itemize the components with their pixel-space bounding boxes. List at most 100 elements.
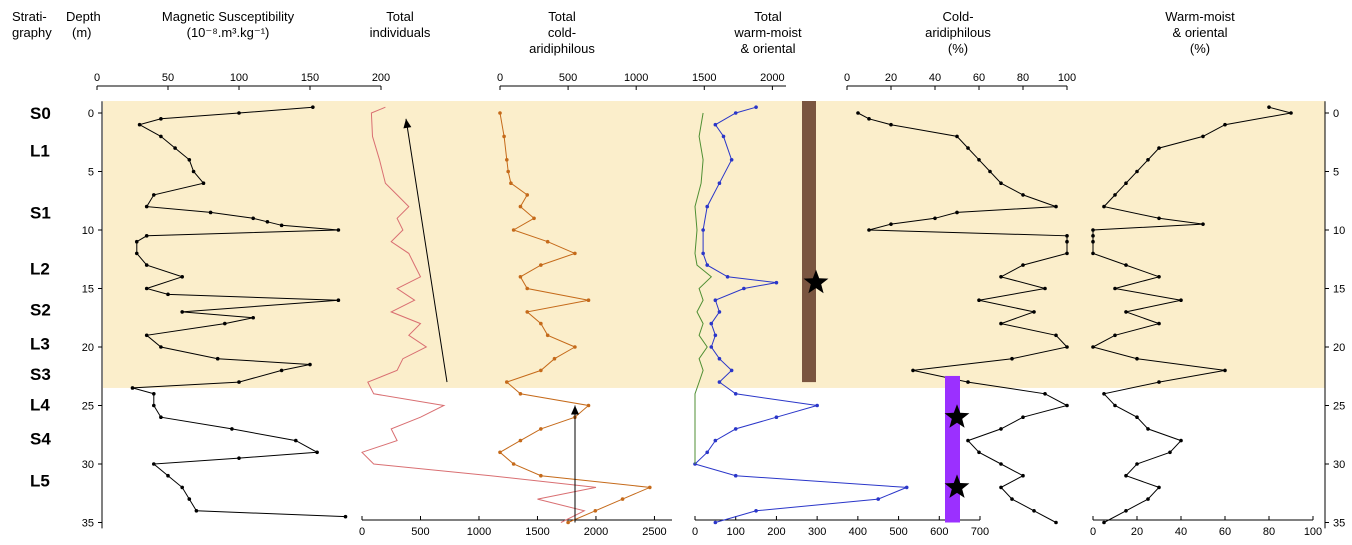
- warmpct-header-line3: (%): [1190, 41, 1210, 56]
- data-point: [308, 362, 312, 367]
- data-point: [977, 158, 981, 162]
- data-point: [1032, 310, 1036, 314]
- star-marker: [944, 404, 970, 428]
- data-point: [159, 134, 163, 139]
- data-point: [294, 438, 298, 443]
- warm-tick-label: 600: [930, 526, 948, 538]
- data-point: [733, 473, 738, 478]
- total-tick-label: 500: [411, 526, 429, 538]
- data-point: [705, 450, 710, 455]
- data-point: [166, 292, 170, 297]
- warmpct-header-line2: & oriental: [1173, 25, 1228, 40]
- series-layer: [130, 105, 1293, 525]
- data-point: [539, 321, 543, 326]
- strat-label-l5: L5: [30, 471, 50, 490]
- data-point: [144, 263, 149, 267]
- depth-tick-label: 15: [1333, 284, 1345, 296]
- depth-tick-label: 5: [88, 167, 94, 179]
- data-point: [713, 520, 718, 525]
- data-point: [144, 286, 149, 291]
- data-point: [999, 427, 1003, 431]
- data-point: [1179, 438, 1183, 443]
- data-point: [717, 356, 722, 361]
- data-point: [988, 169, 992, 174]
- cold-header-line1: Total: [548, 9, 576, 24]
- depth-tick-label: 25: [1333, 401, 1345, 413]
- data-point: [648, 485, 652, 490]
- marker-bar: [945, 375, 960, 523]
- data-point: [152, 193, 156, 197]
- coldpct-tick-label: 20: [885, 72, 897, 84]
- data-point: [336, 228, 341, 232]
- data-point: [701, 251, 705, 256]
- data-point: [999, 321, 1003, 326]
- data-point: [911, 368, 915, 373]
- depth-tick-label: 10: [1333, 225, 1345, 237]
- data-point: [999, 462, 1003, 466]
- data-point: [215, 356, 220, 361]
- total-tick-label: 2500: [642, 526, 666, 538]
- data-point: [1091, 239, 1095, 244]
- data-point: [506, 169, 510, 174]
- shaded-interval: [103, 101, 1325, 388]
- data-point: [502, 134, 506, 139]
- warm-tick-label: 100: [727, 526, 745, 538]
- data-point: [230, 427, 234, 431]
- warm-header-line3: & oriental: [741, 41, 796, 56]
- data-point: [1179, 298, 1183, 303]
- data-point: [1021, 473, 1025, 478]
- data-point: [525, 193, 530, 197]
- data-point: [1054, 204, 1058, 209]
- data-point: [966, 146, 970, 150]
- warmpct-tick-label: 40: [1175, 526, 1187, 538]
- data-point: [721, 134, 726, 139]
- coldpct-header-line1: Cold-: [942, 9, 973, 24]
- data-point: [191, 169, 196, 174]
- data-point: [815, 403, 819, 408]
- coldpct-tick-label: 100: [1058, 72, 1076, 84]
- data-point: [1010, 356, 1014, 361]
- data-point: [999, 181, 1003, 185]
- data-point: [904, 485, 909, 490]
- data-point: [1113, 193, 1117, 197]
- strat-label-l2: L2: [30, 260, 50, 279]
- warm-header-line1: Total: [754, 9, 782, 24]
- strat-label-s1: S1: [30, 203, 51, 222]
- trend-arrow-head: [403, 118, 412, 129]
- data-point: [539, 473, 543, 478]
- data-point: [955, 210, 959, 215]
- data-point: [709, 321, 714, 326]
- marker-layer: [403, 101, 970, 523]
- data-point: [701, 228, 705, 232]
- data-point: [1091, 345, 1095, 349]
- coldpct-tick-label: 80: [1017, 72, 1029, 84]
- total-header-line2: individuals: [370, 25, 431, 40]
- warm-tick-label: 700: [971, 526, 989, 538]
- data-point: [505, 380, 509, 384]
- data-point: [867, 228, 871, 232]
- data-point: [539, 263, 543, 267]
- depth-tick-label: 35: [1333, 518, 1345, 530]
- total-tick-label: 2000: [584, 526, 608, 538]
- depth-header-line2: (m): [72, 25, 92, 40]
- total-header-line1: Total: [386, 9, 414, 24]
- depth-tick-label: 10: [82, 225, 94, 237]
- data-point: [498, 111, 502, 115]
- magsus-tick-label: 0: [94, 72, 100, 84]
- coldpct-header-line2: aridiphilous: [925, 25, 991, 40]
- depth-tick-label: 0: [1333, 108, 1339, 120]
- data-point: [525, 310, 530, 314]
- data-point: [1267, 105, 1271, 109]
- data-point: [1124, 473, 1128, 478]
- data-point: [152, 392, 156, 396]
- warm-tick-label: 0: [692, 526, 698, 538]
- data-point: [1124, 263, 1128, 267]
- warmpct-tick-label: 80: [1263, 526, 1275, 538]
- warm-header-line2: warm-moist: [733, 25, 802, 40]
- data-point: [194, 509, 199, 513]
- data-point: [518, 392, 523, 396]
- depth-tick-label: 0: [88, 108, 94, 120]
- data-point: [518, 204, 523, 209]
- data-point: [1201, 134, 1205, 139]
- data-point: [511, 462, 516, 466]
